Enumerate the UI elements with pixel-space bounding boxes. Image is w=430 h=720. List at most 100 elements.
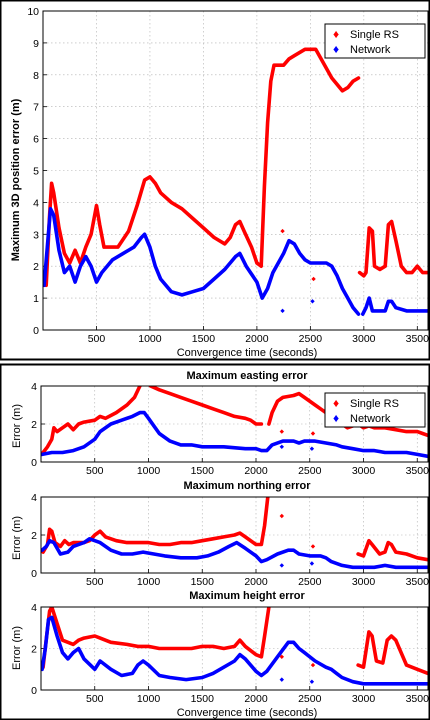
legend-box — [324, 23, 426, 59]
series-line-single-rs — [148, 386, 264, 426]
y-axis-label: Maximum 3D position error (m) — [10, 98, 22, 261]
y-tick-label: 4 — [33, 197, 39, 209]
series-line-network — [41, 410, 428, 459]
axes-frame — [40, 385, 429, 463]
data-point-single-rs — [280, 228, 285, 234]
x-tick-label: 1000 — [137, 693, 161, 705]
data-point-network — [310, 299, 315, 304]
x-tick-label: 1000 — [137, 465, 161, 477]
x-tick-label: 500 — [88, 333, 106, 345]
axes-frame — [42, 10, 429, 331]
legend-marker-network: ♦ — [333, 42, 339, 56]
legend: ♦ Single RS ♦ Network — [324, 23, 426, 59]
series-line-single-rs — [357, 219, 428, 278]
y-axis-label: Error (m) — [11, 516, 23, 560]
y-tick-label: 5 — [33, 166, 39, 178]
series-line-single-rs — [356, 538, 428, 562]
x-tick-label: 1500 — [192, 333, 216, 345]
y-tick-label: 4 — [31, 492, 37, 504]
series-line-single-rs — [41, 497, 270, 554]
y-tick-label: 2 — [33, 261, 39, 273]
plot-area — [40, 496, 429, 574]
x-tick-label: 3000 — [352, 465, 376, 477]
y-tick-label: 8 — [33, 70, 39, 82]
y-tick-label: 10 — [27, 6, 39, 18]
x-tick-label: 500 — [86, 693, 104, 705]
x-tick-label: 500 — [86, 465, 104, 477]
data-point-network — [279, 677, 284, 682]
y-axis-label: Error (m) — [11, 626, 23, 670]
x-tick-label: 1500 — [191, 465, 215, 477]
chart-3d-position-error: 500 1000 1500 2000 2500 3000 3500012345678910 … — [10, 6, 429, 359]
y-tick-label: 2 — [31, 530, 37, 542]
series-line-network — [41, 615, 428, 686]
data-point-single-rs — [279, 513, 284, 519]
y-tick-label: 1 — [33, 293, 39, 305]
data-point-network — [309, 446, 315, 451]
data-point-network — [280, 308, 285, 314]
data-point-network — [309, 679, 315, 684]
grid: 500 1000 1500 2000 2500 3000 3500 0 2 4 — [31, 602, 429, 705]
x-tick-label: 2000 — [244, 693, 268, 705]
series-line-single-rs — [44, 47, 361, 288]
data-point-single-rs — [279, 654, 284, 659]
series-line-single-rs — [356, 630, 428, 676]
legend-label-single-rs: Single RS — [350, 29, 399, 41]
x-tick-label: 3000 — [352, 693, 376, 705]
data-point-single-rs — [310, 431, 316, 436]
data-point-single-rs — [311, 276, 316, 282]
legend-box — [324, 392, 426, 428]
x-tick-label: 1500 — [191, 576, 215, 588]
y-tick-label: 7 — [33, 102, 39, 114]
data-layer — [41, 607, 428, 686]
x-tick-label: 2000 — [244, 576, 268, 588]
y-tick-label: 2 — [31, 644, 37, 656]
data-point-single-rs — [279, 429, 284, 434]
y-tick-label: 3 — [33, 229, 39, 241]
axes-frame — [40, 496, 429, 574]
chart-easting-error: Maximum easting error 500 1000 1500 2000 250… — [11, 370, 429, 477]
x-tick-label: 2500 — [298, 693, 322, 705]
data-point-network — [309, 561, 315, 566]
data-layer — [43, 47, 428, 316]
x-tick-label: 1000 — [137, 576, 161, 588]
x-tick-label: 3500 — [406, 333, 430, 345]
series-line-single-rs — [41, 607, 271, 670]
x-tick-label: 2000 — [245, 333, 269, 345]
data-point-network — [279, 563, 284, 568]
x-tick-label: 2500 — [298, 576, 322, 588]
legend-label-single-rs: Single RS — [350, 398, 399, 410]
x-tick-label: 1000 — [138, 333, 162, 345]
axes-frame — [40, 606, 429, 691]
chart-height-error: Maximum height error 500 1000 1500 2000 2500… — [11, 590, 429, 719]
y-axis-label: Error (m) — [11, 404, 23, 448]
plot-area — [42, 10, 429, 331]
y-tick-label: 6 — [33, 134, 39, 146]
y-tick-label: 0 — [31, 568, 37, 580]
y-tick-label: 0 — [33, 325, 39, 337]
x-tick-label: 3000 — [352, 576, 376, 588]
data-point-single-rs — [310, 662, 316, 668]
legend-marker-single-rs: ♦ — [333, 396, 339, 410]
y-tick-label: 0 — [31, 685, 37, 697]
chart-northing-error: Maximum northing error 500 1000 1500 2000 25… — [11, 480, 429, 588]
legend-marker-network: ♦ — [333, 411, 339, 425]
series-line-network — [360, 296, 428, 316]
legend-label-network: Network — [350, 413, 391, 425]
series-line-network — [41, 536, 428, 570]
data-point-single-rs — [310, 544, 316, 549]
x-tick-label: 2000 — [244, 465, 268, 477]
legend: ♦ Single RS ♦ Network — [324, 392, 426, 428]
legend-marker-single-rs: ♦ — [333, 27, 339, 41]
x-axis-label: Convergence time (seconds) — [177, 707, 318, 719]
x-tick-label: 3500 — [406, 465, 430, 477]
x-tick-label: 3000 — [352, 333, 376, 345]
plot-area — [40, 606, 429, 691]
y-tick-label: 4 — [31, 602, 37, 614]
x-tick-label: 3500 — [406, 693, 430, 705]
series-line-single-rs — [41, 386, 142, 455]
y-tick-label: 4 — [31, 381, 37, 393]
data-point-network — [279, 444, 284, 449]
x-tick-label: 500 — [86, 576, 104, 588]
